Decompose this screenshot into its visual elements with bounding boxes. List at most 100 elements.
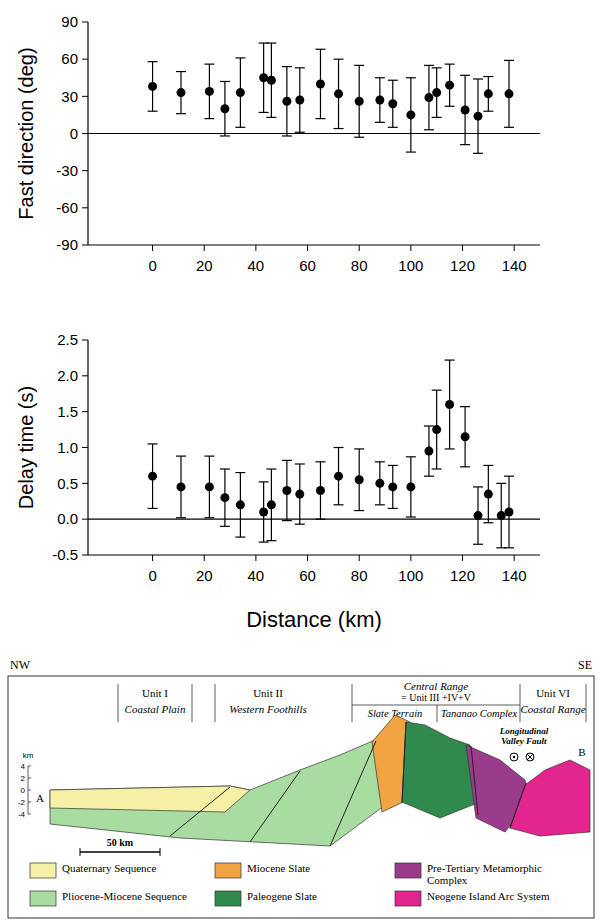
error-bar-cap bbox=[473, 486, 483, 487]
error-bar-cap bbox=[295, 132, 305, 133]
depth-tick bbox=[28, 814, 31, 815]
error-bar-cap bbox=[406, 456, 416, 457]
error-bar-cap bbox=[220, 81, 230, 82]
x-tick bbox=[255, 245, 256, 251]
x-tick bbox=[359, 555, 360, 561]
x-tick bbox=[359, 245, 360, 251]
legend-label: Neogene Island Arc System bbox=[427, 890, 550, 902]
error-bar-cap bbox=[204, 456, 214, 457]
data-point bbox=[388, 482, 397, 491]
column-separator bbox=[586, 684, 587, 722]
x-tick-label: 60 bbox=[299, 257, 316, 274]
error-bar-cap bbox=[176, 113, 186, 114]
cross-section: NWSEUnit ICoastal PlainUnit IIWestern Fo… bbox=[8, 658, 594, 918]
data-point bbox=[316, 79, 325, 88]
depth-tick-label: -2 bbox=[18, 798, 26, 807]
plot-area bbox=[88, 43, 540, 153]
data-point bbox=[461, 105, 470, 114]
x-tick-label: 120 bbox=[450, 567, 475, 584]
data-point bbox=[484, 89, 493, 98]
error-bar bbox=[259, 43, 269, 112]
error-bar bbox=[424, 65, 434, 129]
error-bar bbox=[235, 473, 245, 537]
x-tick bbox=[462, 245, 463, 251]
error-bar-cap bbox=[266, 540, 276, 541]
legend-swatch bbox=[215, 863, 241, 878]
data-point bbox=[375, 479, 384, 488]
error-bar-cap bbox=[315, 49, 325, 50]
depth-tick-label: -4 bbox=[18, 810, 26, 819]
text-line: Pre-Tertiary Metamorphic bbox=[427, 862, 542, 874]
error-bar-cap bbox=[432, 390, 442, 391]
error-bar-cap bbox=[354, 448, 364, 449]
data-point bbox=[316, 486, 325, 495]
y-tick-label: -60 bbox=[56, 199, 78, 216]
x-tick-label: 20 bbox=[196, 257, 213, 274]
y-tick-label: 0.5 bbox=[57, 475, 78, 492]
column-sub: Tananao Complex bbox=[441, 708, 518, 719]
x-tick-label: 140 bbox=[502, 567, 527, 584]
y-tick bbox=[82, 340, 88, 341]
y-axis-title: Delay time (s) bbox=[15, 386, 37, 509]
y-tick-label: 1.0 bbox=[57, 439, 78, 456]
error-bar-cap bbox=[445, 106, 455, 107]
column-unit: Central Range bbox=[404, 680, 469, 692]
error-bar bbox=[504, 476, 514, 548]
error-bar bbox=[204, 456, 214, 518]
error-bar-cap bbox=[334, 59, 344, 60]
x-tick bbox=[514, 555, 515, 561]
x-tick bbox=[307, 245, 308, 251]
depth-tick bbox=[28, 766, 31, 767]
rock-unit bbox=[402, 722, 480, 818]
depth-tick-label: 4 bbox=[21, 762, 26, 771]
y-tick-label: 0 bbox=[70, 125, 78, 142]
legend-label: Pliocene-Miocene Sequence bbox=[62, 890, 187, 902]
scale-bar bbox=[80, 848, 81, 856]
error-bar-cap bbox=[282, 66, 292, 67]
fault-line bbox=[510, 783, 526, 828]
error-bar bbox=[334, 59, 344, 128]
depth-tick bbox=[28, 790, 31, 791]
error-bar-cap bbox=[176, 71, 186, 72]
data-point bbox=[334, 472, 343, 481]
error-bar-cap bbox=[334, 504, 344, 505]
error-bar-cap bbox=[483, 465, 493, 466]
x-tick-label: 0 bbox=[148, 257, 156, 274]
y-tick bbox=[82, 411, 88, 412]
data-point bbox=[220, 104, 229, 113]
error-bar-cap bbox=[460, 144, 470, 145]
data-point bbox=[388, 99, 397, 108]
error-bar bbox=[176, 72, 186, 114]
data-point bbox=[259, 73, 268, 82]
error-bar bbox=[406, 457, 416, 517]
error-bar-cap bbox=[460, 406, 470, 407]
y-tick-label: 90 bbox=[61, 13, 78, 30]
column-unit: Unit VI bbox=[536, 687, 570, 699]
x-axis-line bbox=[88, 554, 540, 555]
x-tick bbox=[462, 555, 463, 561]
column-name: Coastal Plain bbox=[125, 703, 186, 715]
error-bar bbox=[375, 78, 385, 123]
legend-swatch bbox=[30, 891, 56, 906]
error-bar-cap bbox=[504, 60, 514, 61]
error-bar-cap bbox=[496, 483, 506, 484]
error-bar-cap bbox=[483, 76, 493, 77]
error-bar-cap bbox=[460, 466, 470, 467]
depth-tick bbox=[28, 778, 31, 779]
fault-line bbox=[330, 741, 376, 846]
y-tick bbox=[82, 483, 88, 484]
error-bar-cap bbox=[259, 541, 269, 542]
legend-label: Pre-Tertiary MetamorphicComplex bbox=[427, 862, 542, 886]
error-bar-cap bbox=[282, 135, 292, 136]
error-bar-cap bbox=[266, 42, 276, 43]
error-bar-cap bbox=[504, 476, 514, 477]
error-bar-cap bbox=[176, 517, 186, 518]
error-bar-cap bbox=[282, 460, 292, 461]
error-bar-cap bbox=[473, 544, 483, 545]
text-line: Complex bbox=[427, 874, 468, 886]
data-point bbox=[432, 425, 441, 434]
data-point bbox=[267, 76, 276, 85]
error-bar-cap bbox=[388, 80, 398, 81]
error-bar-cap bbox=[334, 447, 344, 448]
data-point bbox=[406, 482, 415, 491]
